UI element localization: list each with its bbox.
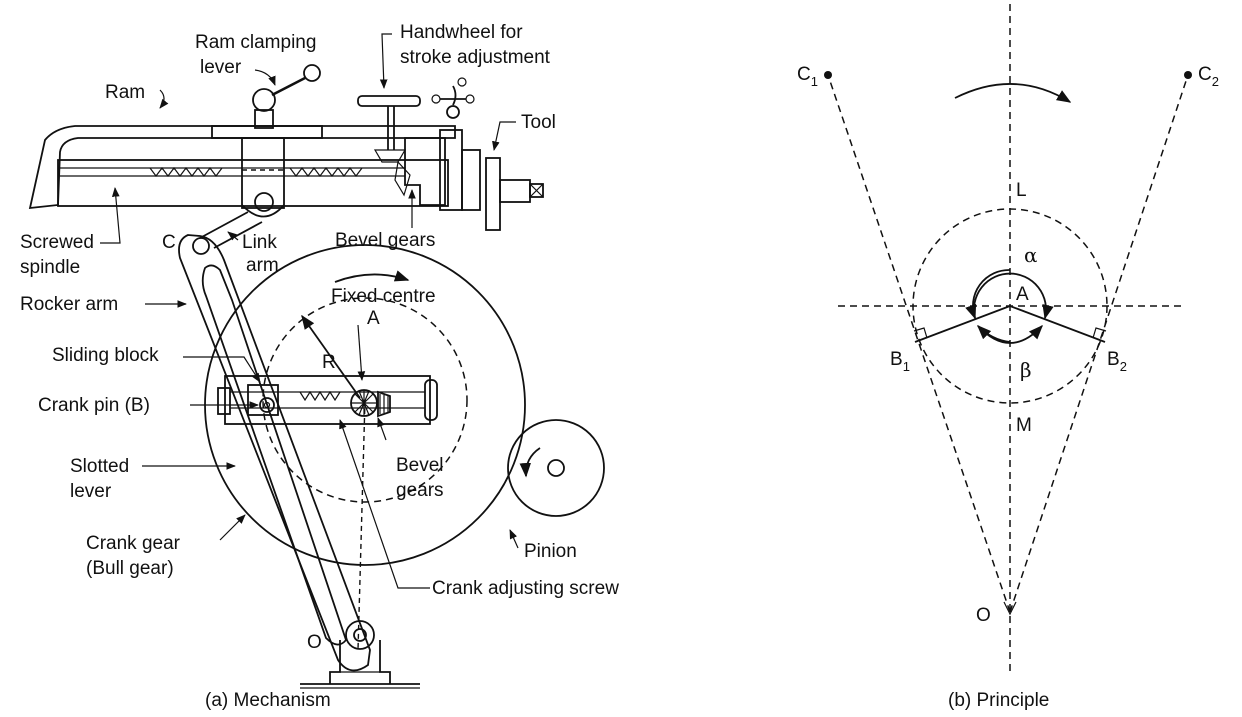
tool [485, 157, 544, 231]
label-pinion: Pinion [524, 541, 577, 562]
mechanism-leaders [100, 33, 519, 589]
principle-rotation-arrow [954, 83, 1072, 103]
label-bevel-gears-top: Bevel gears [335, 230, 435, 251]
label-rocker-arm: Rocker arm [20, 294, 118, 315]
label-screwed-spindle-2: spindle [20, 257, 80, 278]
point-c2 [1184, 71, 1192, 79]
label-crank-gear-2: (Bull gear) [86, 558, 174, 579]
point-c1 [824, 71, 832, 79]
label-o-mechanism: O [307, 632, 322, 653]
crank-circle [262, 297, 468, 503]
label-a-principle: A [1016, 284, 1029, 305]
label-b2: B2 [1107, 349, 1127, 374]
crank-a-b2 [1009, 305, 1106, 343]
label-crank-pin: Crank pin (B) [38, 395, 150, 416]
label-bevel-gears-lower-2: gears [396, 480, 444, 501]
label-r: R [322, 352, 336, 373]
label-c2: C2 [1198, 64, 1219, 89]
label-alpha: α [1024, 243, 1038, 267]
ram-pivot-block [241, 137, 285, 218]
ram-clamping-lever [252, 64, 321, 129]
bevel-gears-top [394, 160, 411, 197]
label-sliding-block: Sliding block [52, 345, 159, 366]
right-angle-b1 [913, 327, 928, 339]
bull-gear-rotation-arrow [334, 270, 410, 283]
label-o-principle: O [976, 605, 991, 626]
label-c: C [162, 232, 176, 253]
label-screwed-spindle-1: Screwed [20, 232, 94, 253]
label-link-arm-2: arm [246, 255, 279, 276]
label-l: L [1016, 180, 1027, 201]
alpha-arc [973, 272, 1054, 320]
crank-slide-assembly [217, 375, 438, 425]
label-handwheel-2: stroke adjustment [400, 47, 551, 68]
label-fixed-centre: Fixed centre [331, 286, 436, 307]
label-tool: Tool [521, 112, 556, 133]
label-ram-clamping-lever-1: Ram clamping [195, 32, 316, 53]
alpha-arc-start-arrow [965, 269, 1011, 320]
line-o-c2 [1009, 74, 1189, 613]
line-o-c1 [827, 74, 1011, 613]
crank-a-b1 [914, 305, 1011, 343]
label-m: M [1016, 415, 1032, 436]
beta-arc-start-arrow [976, 324, 1011, 343]
ram [28, 125, 481, 211]
mechanism-drawing: Ram clamping lever Handwheel for stroke … [20, 22, 619, 711]
label-bevel-gears-lower-1: Bevel [396, 455, 444, 476]
label-beta: β [1020, 358, 1032, 382]
label-ram-clamping-lever-2: lever [200, 57, 242, 78]
rocker-arm [178, 234, 371, 672]
handwheel [357, 77, 475, 163]
right-angle-b2 [1092, 327, 1107, 339]
label-ram: Ram [105, 82, 145, 103]
label-slotted-lever-1: Slotted [70, 456, 129, 477]
label-a-mechanism: A [367, 308, 380, 329]
label-link-arm-1: Link [242, 232, 277, 253]
link-arm [199, 211, 263, 249]
label-handwheel-1: Handwheel for [400, 22, 523, 43]
o-arrow [1003, 601, 1017, 616]
rocker-pivot-base [300, 620, 420, 689]
caption-principle: (b) Principle [948, 690, 1049, 711]
principle-crank-circle [912, 208, 1108, 404]
label-b1: B1 [890, 349, 910, 374]
label-slotted-lever-2: lever [70, 481, 112, 502]
pinion [507, 419, 605, 517]
label-crank-adjusting-screw: Crank adjusting screw [432, 578, 619, 599]
principle-drawing: C1 C2 L α A B1 B2 β M O (b) Principle [797, 4, 1219, 711]
label-crank-gear-1: Crank gear [86, 533, 181, 554]
radius-r-arrow [301, 314, 361, 399]
caption-mechanism: (a) Mechanism [205, 690, 331, 711]
label-c1: C1 [797, 64, 818, 89]
